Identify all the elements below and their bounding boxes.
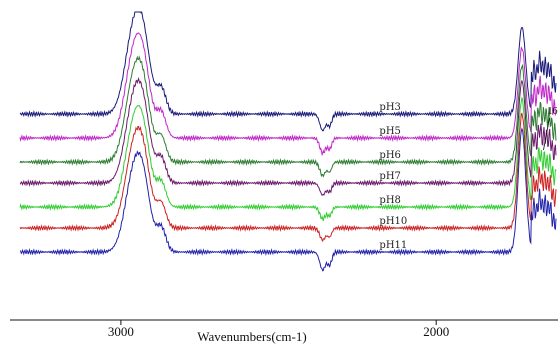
series-label-ph11: pH11	[379, 240, 407, 251]
annotation-label: 1666	[547, 106, 558, 117]
series-line-ph5	[19, 32, 557, 157]
series-line-ph7	[19, 76, 557, 197]
series-line-ph8	[19, 96, 557, 222]
series-line-ph6	[19, 55, 557, 178]
series-label-ph3: pH3	[379, 102, 400, 113]
series-labels: pH3 pH5 pH6 pH7 pH8 pH10 pH11	[379, 102, 407, 251]
annotations: 1666	[543, 106, 558, 151]
series-label-ph5: pH5	[379, 126, 400, 137]
series-group	[19, 11, 557, 272]
x-ticks: 3000 2000	[108, 320, 449, 339]
annotation-pointer	[543, 117, 550, 151]
x-axis-title: Wavenumbers(cm-1)	[197, 329, 306, 344]
series-line-ph11	[19, 127, 557, 272]
series-line-ph10	[19, 112, 557, 242]
series-label-ph10: pH10	[379, 216, 407, 227]
series-label-ph8: pH8	[379, 195, 400, 206]
x-tick-label: 2000	[423, 324, 449, 339]
series-line-ph3	[19, 11, 557, 132]
x-tick-label: 3000	[108, 324, 134, 339]
series-label-ph6: pH6	[379, 150, 400, 161]
series-label-ph7: pH7	[379, 171, 400, 182]
